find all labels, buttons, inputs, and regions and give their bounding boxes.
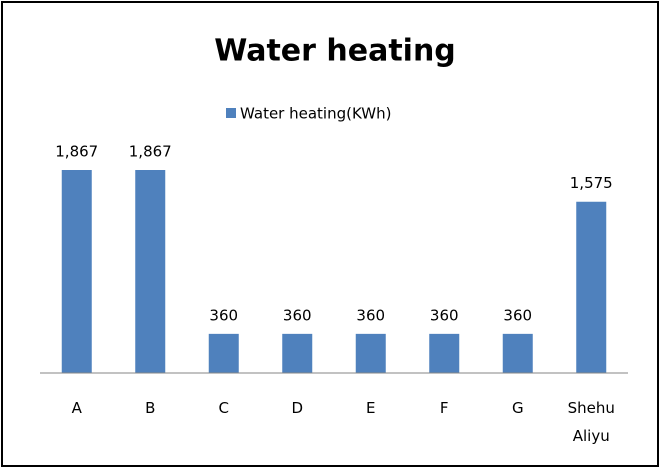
x-tick-label: F	[439, 399, 449, 417]
bar	[208, 333, 239, 373]
x-tick-label: B	[145, 399, 156, 417]
legend-swatch	[226, 108, 236, 118]
data-label: 1,867	[55, 143, 98, 161]
data-label: 360	[209, 306, 238, 324]
bar	[429, 333, 460, 373]
data-label: 360	[503, 306, 532, 324]
chart-title: Water heating	[214, 34, 456, 69]
data-label: 360	[283, 306, 312, 324]
bar	[61, 170, 92, 373]
x-tick-label: E	[366, 399, 376, 417]
data-label: 360	[430, 306, 459, 324]
x-tick-label: D	[291, 399, 304, 417]
bar	[282, 333, 313, 373]
bar	[135, 170, 166, 373]
data-label: 1,867	[129, 143, 172, 161]
data-label: 360	[356, 306, 385, 324]
x-tick-label: A	[71, 399, 82, 417]
bar	[576, 201, 607, 373]
x-tick-label: G	[511, 399, 524, 417]
bar	[502, 333, 533, 373]
x-tick-label: C	[218, 399, 229, 417]
bar	[355, 333, 386, 373]
data-label: 1,575	[570, 174, 613, 192]
legend-label: Water heating(KWh)	[240, 105, 391, 123]
x-tick-label: Shehu Aliyu	[567, 399, 615, 445]
